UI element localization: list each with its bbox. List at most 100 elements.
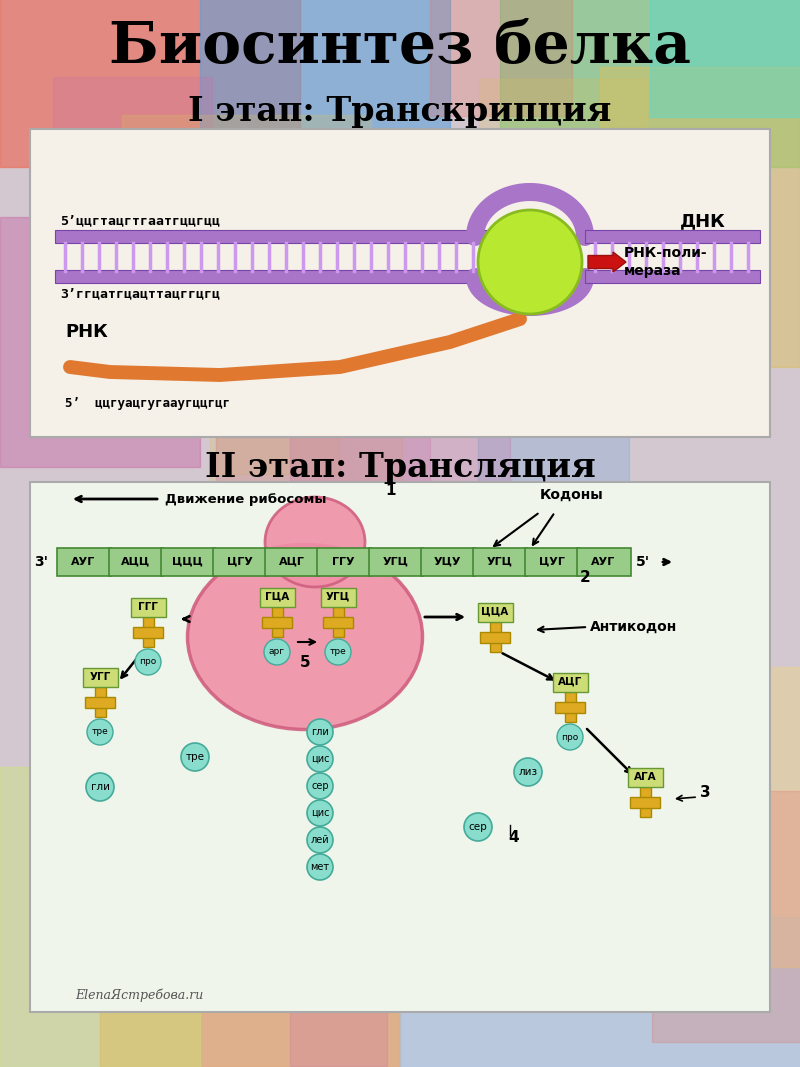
Text: 3’ггцатгцацттацггцгц: 3’ггцатгцацттацггцгц (60, 287, 220, 300)
Bar (94, 687, 106, 717)
FancyBboxPatch shape (82, 668, 118, 686)
Text: гли: гли (90, 782, 110, 792)
Bar (55, 230, 490, 243)
Bar (478, 344, 630, 566)
Bar (262, 617, 292, 627)
FancyBboxPatch shape (473, 548, 526, 576)
Circle shape (307, 719, 333, 745)
Bar (216, 221, 338, 475)
Text: сер: сер (311, 781, 329, 791)
Bar (323, 617, 353, 627)
Bar (216, 436, 430, 604)
Bar (600, 667, 800, 967)
Bar (0, 0, 300, 168)
Circle shape (264, 639, 290, 665)
Text: АЦГ: АЦГ (278, 557, 305, 567)
Bar (290, 396, 510, 619)
Text: цис: цис (310, 808, 330, 818)
Circle shape (87, 719, 113, 745)
Bar (133, 626, 163, 637)
Ellipse shape (187, 544, 422, 730)
Text: АЦГ: АЦГ (558, 676, 582, 687)
Text: гли: гли (311, 727, 329, 737)
FancyBboxPatch shape (577, 548, 630, 576)
Text: ElenaЯстребова.ru: ElenaЯстребова.ru (75, 988, 203, 1002)
Text: тре: тре (186, 752, 205, 762)
FancyBboxPatch shape (259, 588, 294, 606)
Bar (383, 511, 514, 757)
Bar (271, 607, 282, 637)
Text: 5': 5' (636, 555, 650, 569)
Text: Кодоны: Кодоны (540, 488, 604, 501)
Bar (490, 622, 501, 652)
Text: УГЦ: УГЦ (382, 557, 409, 567)
Text: Движение рибосомы: Движение рибосомы (165, 493, 326, 506)
Bar (503, 542, 746, 654)
Text: ГГУ: ГГУ (332, 557, 355, 567)
Text: РНК: РНК (65, 323, 108, 341)
Circle shape (307, 800, 333, 826)
FancyBboxPatch shape (478, 603, 513, 621)
Bar (639, 787, 650, 817)
Text: цис: цис (310, 754, 330, 764)
Bar (400, 917, 800, 1067)
FancyBboxPatch shape (553, 672, 587, 691)
Circle shape (464, 813, 492, 841)
Text: ГГГ: ГГГ (138, 602, 158, 612)
Text: УГЦ: УГЦ (326, 592, 350, 602)
Circle shape (135, 649, 161, 675)
Text: АУГ: АУГ (71, 557, 96, 567)
Bar (200, 0, 450, 217)
Text: тре: тре (92, 728, 108, 736)
Text: Биосинтез белка: Биосинтез белка (109, 19, 691, 75)
Text: про: про (139, 657, 157, 667)
Text: лиз: лиз (518, 767, 538, 777)
Text: Антикодон: Антикодон (590, 620, 678, 634)
FancyBboxPatch shape (627, 767, 662, 786)
Circle shape (307, 854, 333, 880)
Bar (77, 153, 246, 268)
Text: ЦГУ: ЦГУ (226, 557, 253, 567)
Circle shape (325, 639, 351, 665)
FancyBboxPatch shape (321, 588, 355, 606)
Bar (216, 648, 311, 803)
Text: УГЦ: УГЦ (486, 557, 513, 567)
Text: ЦЦЦ: ЦЦЦ (172, 557, 203, 567)
Text: ЦУГ: ЦУГ (538, 557, 565, 567)
Bar (350, 239, 574, 387)
Ellipse shape (265, 497, 365, 587)
Bar (290, 858, 387, 1066)
Text: 2: 2 (580, 570, 590, 585)
Text: арг: арг (269, 648, 285, 656)
Circle shape (307, 827, 333, 853)
Bar (333, 607, 343, 637)
Text: ДНК: ДНК (680, 212, 726, 230)
Text: 3: 3 (700, 785, 710, 800)
FancyBboxPatch shape (213, 548, 266, 576)
Text: ГЦА: ГЦА (265, 592, 289, 602)
Text: 5’  ццгуацгугааугццгцг: 5’ ццгуацгугааугццгцг (65, 397, 230, 410)
Text: 5: 5 (300, 655, 310, 670)
Circle shape (307, 773, 333, 799)
Text: РНК-поли-
мераза: РНК-поли- мераза (624, 245, 708, 278)
Bar (555, 701, 585, 713)
Bar (500, 0, 800, 168)
Text: про: про (562, 733, 578, 742)
Bar (652, 791, 800, 1042)
Text: УЦУ: УЦУ (434, 557, 462, 567)
Bar (630, 796, 660, 808)
FancyBboxPatch shape (421, 548, 474, 576)
FancyBboxPatch shape (317, 548, 370, 576)
Circle shape (307, 746, 333, 773)
Bar (430, 0, 572, 115)
Circle shape (181, 743, 209, 771)
Bar (54, 77, 212, 287)
Bar (314, 177, 513, 408)
Bar (0, 217, 200, 467)
Text: ЦЦА: ЦЦА (482, 607, 509, 617)
Bar (0, 767, 200, 1067)
Bar (526, 281, 690, 398)
FancyBboxPatch shape (161, 548, 214, 576)
FancyBboxPatch shape (57, 548, 110, 576)
Circle shape (514, 758, 542, 786)
